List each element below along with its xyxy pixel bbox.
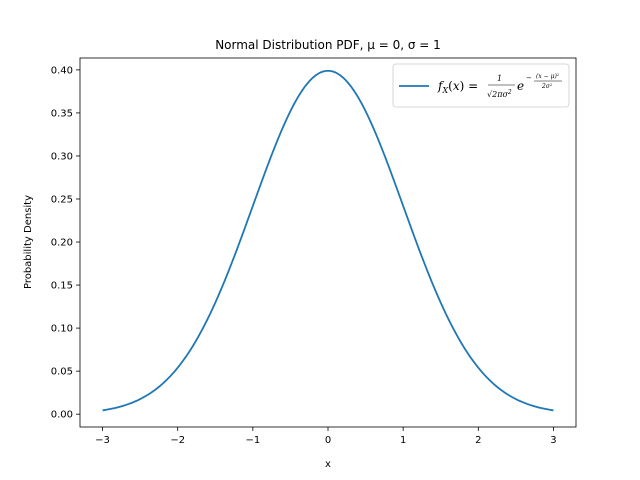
chart-title: Normal Distribution PDF, μ = 0, σ = 1 bbox=[215, 38, 441, 52]
svg-text:2σ2: 2σ2 bbox=[541, 82, 553, 90]
x-tick-label: −2 bbox=[170, 435, 185, 446]
y-tick-label: 0.35 bbox=[51, 108, 73, 119]
x-tick-label: 1 bbox=[400, 435, 406, 446]
y-tick-label: 0.10 bbox=[51, 324, 73, 335]
x-axis-label: x bbox=[325, 459, 331, 470]
svg-text:fX(x) =: fX(x) = bbox=[437, 79, 478, 95]
svg-text:1: 1 bbox=[497, 74, 502, 83]
y-tick-label: 0.25 bbox=[51, 194, 73, 205]
x-tick-label: 0 bbox=[325, 435, 331, 446]
x-tick-label: 3 bbox=[550, 435, 556, 446]
svg-text:e: e bbox=[517, 79, 524, 93]
legend-label: fX(x) = 1 √2πσ2 e − (x − μ)2 2σ2 bbox=[437, 72, 562, 99]
x-tick-label: −1 bbox=[245, 435, 260, 446]
y-tick-label: 0.30 bbox=[51, 151, 73, 162]
y-tick-label: 0.15 bbox=[51, 281, 73, 292]
x-tick-label: 2 bbox=[475, 435, 481, 446]
series-line bbox=[102, 69, 554, 412]
y-tick-label: 0.05 bbox=[51, 367, 73, 378]
y-tick-label: 0.00 bbox=[51, 410, 73, 421]
y-axis-label: Probability Density bbox=[23, 195, 34, 289]
svg-text:−: − bbox=[526, 74, 532, 82]
x-tick-label: −3 bbox=[95, 435, 110, 446]
y-axis-ticks: 0.00 0.05 0.10 0.15 0.20 0.25 0.30 0.35 0.40 bbox=[51, 65, 80, 421]
legend: fX(x) = 1 √2πσ2 e − (x − μ)2 2σ2 bbox=[392, 63, 570, 108]
x-axis-ticks: −3 −2 −1 0 1 2 3 bbox=[95, 427, 557, 446]
svg-text:(x − μ)2: (x − μ)2 bbox=[536, 72, 560, 80]
legend-box bbox=[392, 63, 570, 108]
svg-text:√2πσ2: √2πσ2 bbox=[487, 89, 512, 99]
y-tick-label: 0.40 bbox=[51, 65, 73, 76]
y-tick-label: 0.20 bbox=[51, 238, 73, 249]
